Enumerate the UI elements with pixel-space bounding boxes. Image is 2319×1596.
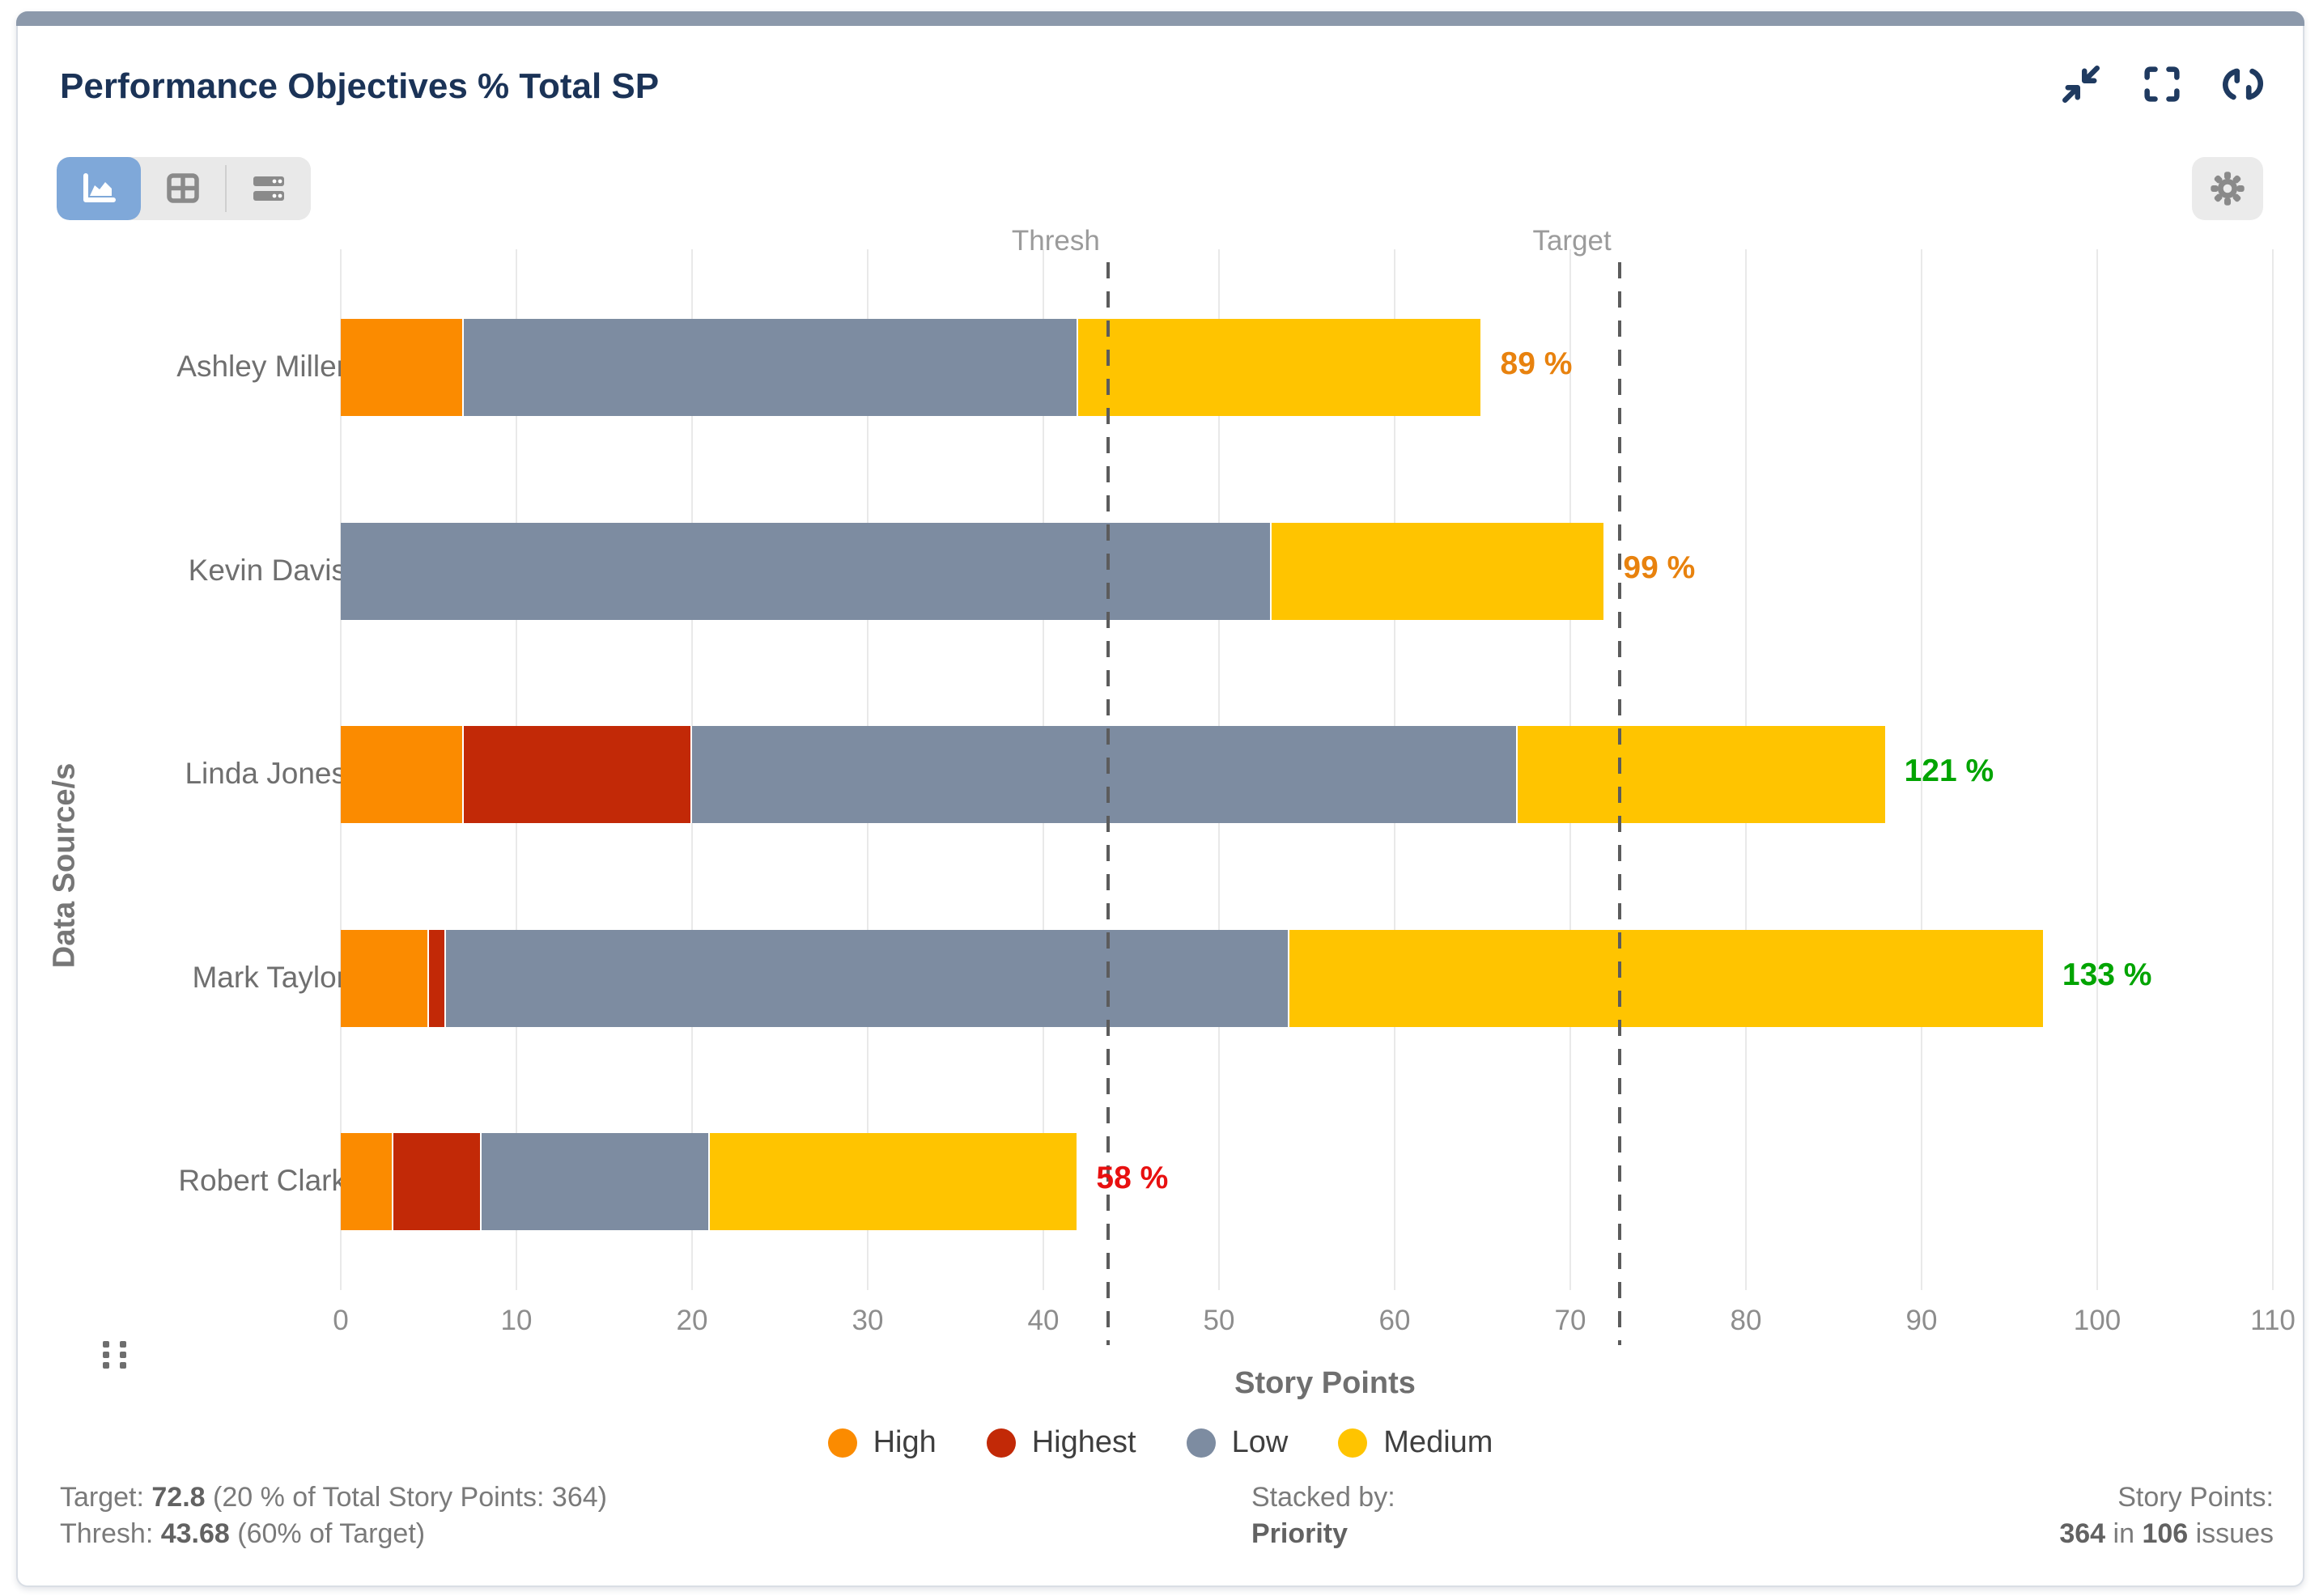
x-tick-label: 50 xyxy=(1203,1305,1235,1336)
x-tick-label: 100 xyxy=(2073,1305,2122,1336)
bar-segment-high[interactable] xyxy=(341,1133,394,1230)
stacked-by-label: Stacked by: xyxy=(1251,1482,1395,1513)
bar-segment-medium[interactable] xyxy=(1517,726,1887,823)
x-tick-label: 30 xyxy=(852,1305,884,1336)
bar-segment-low[interactable] xyxy=(446,929,1289,1027)
category-label: Linda Jones xyxy=(185,757,346,790)
footer-target-thresh: Target: 72.8 (20 % of Total Story Points… xyxy=(60,1479,607,1552)
table-icon xyxy=(164,172,202,206)
bar-segment-medium[interactable] xyxy=(1078,319,1483,416)
category-label: Kevin Davis xyxy=(188,553,346,587)
card-top-bar xyxy=(16,11,2304,26)
bar-value-label: 58 % xyxy=(1096,1161,1169,1195)
reference-line-target xyxy=(1617,262,1621,1345)
bar-segment-medium[interactable] xyxy=(709,1133,1079,1230)
rows-view-button[interactable] xyxy=(227,157,311,220)
reference-line-label: Thresh xyxy=(1011,225,1100,257)
legend-item-highest[interactable]: Highest xyxy=(986,1425,1136,1460)
legend-label: High xyxy=(873,1425,937,1459)
refresh-icon[interactable] xyxy=(2222,63,2264,105)
x-tick-label: 110 xyxy=(2250,1305,2296,1336)
category-label: Ashley Miller xyxy=(176,350,346,383)
bar-value-label: 133 % xyxy=(2062,957,2152,992)
legend-dot xyxy=(1338,1428,1368,1458)
legend-label: Low xyxy=(1231,1425,1289,1459)
bar-segment-high[interactable] xyxy=(341,929,429,1027)
gridline xyxy=(2096,249,2098,1290)
plot-area: 0 10 20 30 40 50 60 70 80 90 100 110 Ashley Miller 89… xyxy=(18,13,2303,1585)
drag-handle-icon[interactable] xyxy=(103,1341,126,1369)
gear-icon xyxy=(2209,170,2246,207)
legend-item-high[interactable]: High xyxy=(827,1425,937,1460)
bar-segment-highest[interactable] xyxy=(463,726,692,823)
fullscreen-icon[interactable] xyxy=(2141,63,2183,105)
bar-segment-high[interactable] xyxy=(341,319,464,416)
x-tick-label: 80 xyxy=(1730,1305,1762,1336)
bar-value-label: 99 % xyxy=(1623,550,1696,585)
divider xyxy=(225,165,227,212)
bar-segment-low[interactable] xyxy=(481,1133,710,1230)
reference-line-label: Target xyxy=(1532,225,1612,257)
bar-segment-low[interactable] xyxy=(692,726,1518,823)
legend-item-medium[interactable]: Medium xyxy=(1338,1425,1493,1460)
gadget-card: Performance Objectives % Total SP xyxy=(16,11,2304,1587)
legend-dot xyxy=(1186,1428,1216,1458)
bar-segment-highest[interactable] xyxy=(428,929,447,1027)
header-actions xyxy=(2060,63,2264,105)
footer-target-line: Target: 72.8 (20 % of Total Story Points… xyxy=(60,1482,607,1513)
page-title: Performance Objectives % Total SP xyxy=(60,66,660,106)
x-tick-label: 70 xyxy=(1554,1305,1586,1336)
x-axis-title: Story Points xyxy=(1234,1366,1416,1400)
legend-label: Medium xyxy=(1383,1425,1493,1459)
settings-button[interactable] xyxy=(2192,157,2263,220)
rows-icon xyxy=(250,172,287,206)
footer-thresh-line: Thresh: 43.68 (60% of Target) xyxy=(60,1518,426,1549)
stacked-by-value: Priority xyxy=(1251,1518,1349,1549)
x-tick-label: 10 xyxy=(500,1305,533,1336)
gridline xyxy=(1921,249,1922,1290)
bar-segment-high[interactable] xyxy=(341,726,464,823)
collapse-icon[interactable] xyxy=(2060,63,2102,105)
bar-value-label: 121 % xyxy=(1904,753,1994,788)
legend-dot xyxy=(986,1428,1016,1458)
bar-segment-low[interactable] xyxy=(341,522,1272,620)
view-switcher xyxy=(57,157,311,220)
reference-line-thresh xyxy=(1106,262,1110,1345)
story-points-value: 364 in 106 issues xyxy=(2059,1518,2274,1549)
area-chart-icon xyxy=(80,172,117,206)
story-points-label: Story Points: xyxy=(2117,1482,2274,1513)
x-tick-label: 0 xyxy=(333,1305,349,1336)
footer-story-points: Story Points: 364 in 106 issues xyxy=(2059,1479,2274,1552)
bar-segment-medium[interactable] xyxy=(1272,522,1606,620)
gridline xyxy=(2272,249,2274,1290)
bar-segment-medium[interactable] xyxy=(1289,929,2045,1027)
chart-view-button[interactable] xyxy=(57,157,141,220)
bar-segment-highest[interactable] xyxy=(393,1133,482,1230)
x-tick-label: 20 xyxy=(676,1305,708,1336)
x-tick-label: 60 xyxy=(1378,1305,1411,1336)
table-view-button[interactable] xyxy=(141,157,225,220)
legend: High Highest Low Medium xyxy=(18,1425,2303,1460)
bar-value-label: 89 % xyxy=(1500,346,1573,381)
legend-label: Highest xyxy=(1031,1425,1136,1459)
legend-item-low[interactable]: Low xyxy=(1186,1425,1289,1460)
legend-dot xyxy=(827,1428,857,1458)
bar-segment-low[interactable] xyxy=(463,319,1079,416)
x-tick-label: 40 xyxy=(1027,1305,1060,1336)
category-label: Robert Clark xyxy=(178,1164,346,1197)
footer-stacked-by: Stacked by: Priority xyxy=(1251,1479,1395,1552)
x-tick-label: 90 xyxy=(1905,1305,1938,1336)
category-label: Mark Taylor xyxy=(192,960,346,994)
